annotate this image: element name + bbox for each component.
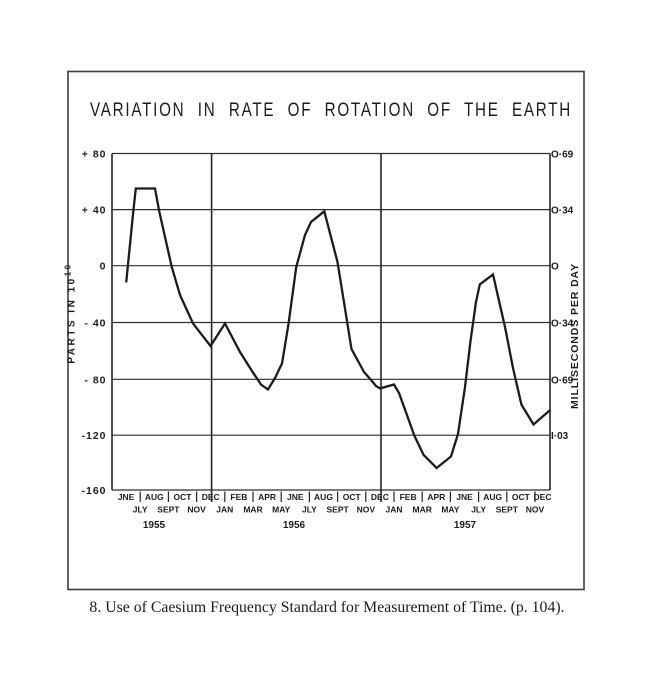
svg-text:MAY: MAY [272,505,290,515]
svg-text:-160: -160 [81,485,106,497]
svg-text:MAR: MAR [413,505,432,515]
svg-text:SEPT: SEPT [157,505,180,515]
svg-text:JNE: JNE [118,492,135,502]
svg-text:JNE: JNE [456,492,473,502]
svg-text:MAR: MAR [243,505,262,515]
svg-text:1957: 1957 [454,520,477,531]
svg-text:DEC: DEC [534,492,552,502]
svg-text:I·03: I·03 [551,431,569,442]
svg-text:JAN: JAN [385,505,402,515]
svg-text:DEC: DEC [371,492,389,502]
svg-text:AUG: AUG [314,492,333,502]
svg-text:SEPT: SEPT [326,505,349,515]
svg-text:8. Use of Caesium Frequency St: 8. Use of Caesium Frequency Standard for… [89,599,564,616]
svg-text:+ 80: + 80 [82,149,107,161]
svg-text:FEB: FEB [400,492,417,502]
svg-text:MILLISECONDS PER DAY: MILLISECONDS PER DAY [569,263,581,409]
svg-text:O·34: O·34 [551,206,574,217]
svg-text:OCT: OCT [512,492,531,502]
svg-text:OCT: OCT [343,492,362,502]
svg-text:+ 40: + 40 [82,205,107,217]
svg-text:JLY: JLY [302,505,317,515]
svg-text:OCT: OCT [174,492,193,502]
svg-text:VARIATION IN RATE OF ROTATION: VARIATION IN RATE OF ROTATION OF THE EAR… [90,98,572,120]
svg-text:JAN: JAN [216,505,233,515]
svg-text:JLY: JLY [133,505,148,515]
svg-text:JLY: JLY [471,505,486,515]
svg-text:PARTS IN 1010: PARTS IN 1010 [64,262,78,363]
svg-text:MAY: MAY [441,505,459,515]
svg-text:NOV: NOV [357,505,376,515]
svg-text:-120: -120 [81,430,106,442]
svg-text:NOV: NOV [187,505,206,515]
svg-text:O·69: O·69 [551,375,574,386]
svg-text:APR: APR [258,492,276,502]
svg-text:O: O [551,262,559,273]
svg-text:SEPT: SEPT [496,505,519,515]
svg-text:AUG: AUG [483,492,502,502]
svg-text:1955: 1955 [143,520,166,531]
svg-text:O·69: O·69 [551,150,574,161]
svg-text:0: 0 [100,261,107,273]
svg-text:- 40: - 40 [84,318,106,330]
svg-text:AUG: AUG [145,492,164,502]
svg-text:O·34: O·34 [551,319,574,330]
svg-text:NOV: NOV [526,505,545,515]
svg-text:APR: APR [427,492,445,502]
svg-text:DEC: DEC [202,492,220,502]
svg-text:- 80: - 80 [84,374,106,386]
svg-text:FEB: FEB [230,492,247,502]
svg-text:JNE: JNE [287,492,304,502]
svg-text:1956: 1956 [283,520,306,531]
